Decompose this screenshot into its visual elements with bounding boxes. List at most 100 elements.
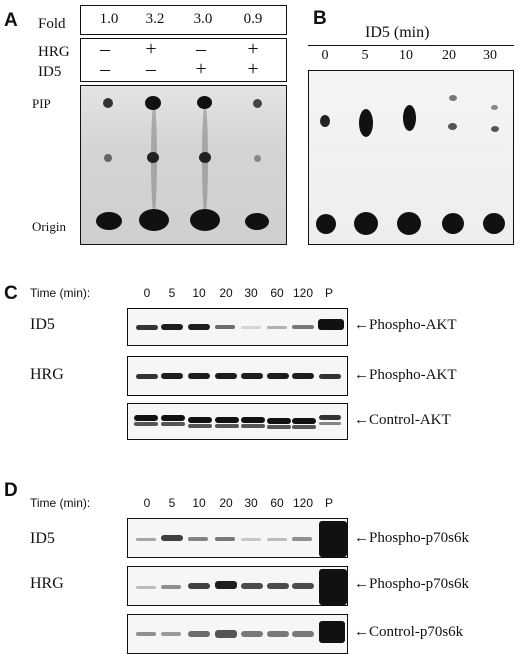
fold-label: Fold	[38, 16, 66, 32]
origin-spot	[316, 214, 336, 234]
time-tick: 20	[219, 286, 233, 300]
blot-band	[241, 631, 263, 637]
blot-band	[161, 535, 183, 541]
blot-band	[241, 373, 263, 379]
blot-band	[319, 521, 347, 557]
panel-b-title: ID5 (min)	[365, 24, 430, 41]
hrg-sign: +	[247, 38, 259, 60]
mid-spot	[147, 152, 159, 163]
blot-band	[215, 581, 237, 589]
blot-band	[136, 538, 156, 541]
panel-c-time-label: Time (min):	[30, 286, 91, 300]
blot-band	[188, 417, 212, 423]
blot-band	[161, 632, 181, 636]
time-tick: 20	[442, 48, 456, 63]
blot-row-label: HRG	[30, 575, 64, 592]
pip-spot	[449, 95, 457, 101]
blot-band	[318, 319, 344, 330]
pip-spot	[320, 115, 330, 127]
time-tick: P	[324, 286, 333, 300]
blot-band	[161, 324, 183, 330]
blot-band	[292, 631, 314, 637]
blot-row-label: ID5	[30, 530, 55, 547]
blot-band	[319, 374, 341, 379]
blot-d-hrg	[127, 566, 348, 606]
blot-band	[319, 621, 345, 643]
time-tick: 60	[270, 286, 284, 300]
time-tick: P	[324, 496, 333, 510]
blot-d-id5	[127, 518, 348, 558]
blot-band	[319, 422, 341, 425]
blot-arrow-label: ←Phospho-p70s6k	[354, 576, 470, 592]
blot-c-hrg	[127, 356, 348, 396]
blot-arrow-label: ←Control-AKT	[354, 412, 451, 428]
blot-band	[292, 373, 314, 379]
id5-sign: +	[247, 58, 259, 80]
blot-band	[136, 325, 158, 330]
blot-band	[241, 417, 265, 423]
blot-band	[241, 424, 265, 428]
pip-spot	[103, 98, 113, 108]
treatment-matrix-box: – + – + – – + +	[80, 38, 287, 82]
blot-band	[215, 424, 239, 428]
blot-band	[161, 422, 185, 426]
blot-band	[292, 583, 314, 589]
blot-band	[241, 583, 263, 589]
time-tick: 30	[244, 496, 258, 510]
hrg-sign: +	[145, 38, 157, 60]
hrg-sign: –	[196, 38, 206, 60]
origin-spot	[483, 213, 505, 234]
time-tick: 10	[192, 496, 206, 510]
blot-band	[136, 586, 156, 589]
id5-sign: –	[100, 58, 110, 80]
blot-band	[188, 324, 210, 330]
time-tick: 0	[321, 48, 329, 63]
blot-band	[267, 425, 291, 429]
blot-c-id5	[127, 308, 348, 346]
time-tick: 120	[292, 496, 314, 510]
blot-row-label: ID5	[30, 316, 55, 333]
blot-band	[215, 417, 239, 423]
blot-arrow-label: ←Phospho-p70s6k	[354, 530, 470, 546]
blot-arrow-label: ←Control-p70s6k	[354, 624, 464, 640]
blot-band	[188, 373, 210, 379]
blot-band	[215, 537, 235, 541]
blot-band	[319, 569, 347, 605]
pip-spot	[145, 96, 161, 110]
blot-band	[267, 326, 287, 329]
blot-band	[267, 538, 287, 541]
panel-d-time-label: Time (min):	[30, 496, 91, 510]
blot-band	[292, 418, 316, 424]
time-tick: 0	[143, 496, 151, 510]
time-tick: 120	[292, 286, 314, 300]
origin-spot	[354, 212, 378, 235]
origin-spot	[397, 212, 421, 235]
hrg-row-label: HRG	[38, 44, 70, 60]
pip-spot	[491, 126, 499, 132]
pip-spot	[253, 99, 262, 108]
fold-value: 3.0	[193, 11, 213, 27]
blot-arrow-label: ←Phospho-AKT	[354, 317, 457, 333]
origin-label: Origin	[32, 219, 66, 234]
time-tick: 30	[483, 48, 497, 63]
time-tick: 5	[168, 496, 176, 510]
blot-arrow-label: ←Phospho-AKT	[354, 367, 457, 383]
time-tick: 10	[192, 286, 206, 300]
blot-band	[241, 538, 261, 541]
time-tick: 5	[168, 286, 176, 300]
blot-band	[241, 326, 261, 329]
id5-row-label: ID5	[38, 64, 62, 80]
blot-band	[134, 422, 158, 426]
pip-spot	[197, 96, 212, 109]
time-tick: 60	[270, 496, 284, 510]
blot-row-label: HRG	[30, 366, 64, 383]
fold-value: 1.0	[99, 11, 119, 27]
blot-band	[267, 373, 289, 379]
blot-band	[319, 415, 341, 420]
hrg-sign: –	[100, 38, 110, 60]
pip-spot	[491, 105, 498, 110]
blot-band	[134, 415, 158, 421]
id5-sign: +	[195, 58, 207, 80]
pip-spot	[448, 123, 457, 130]
mid-spot	[104, 154, 112, 162]
